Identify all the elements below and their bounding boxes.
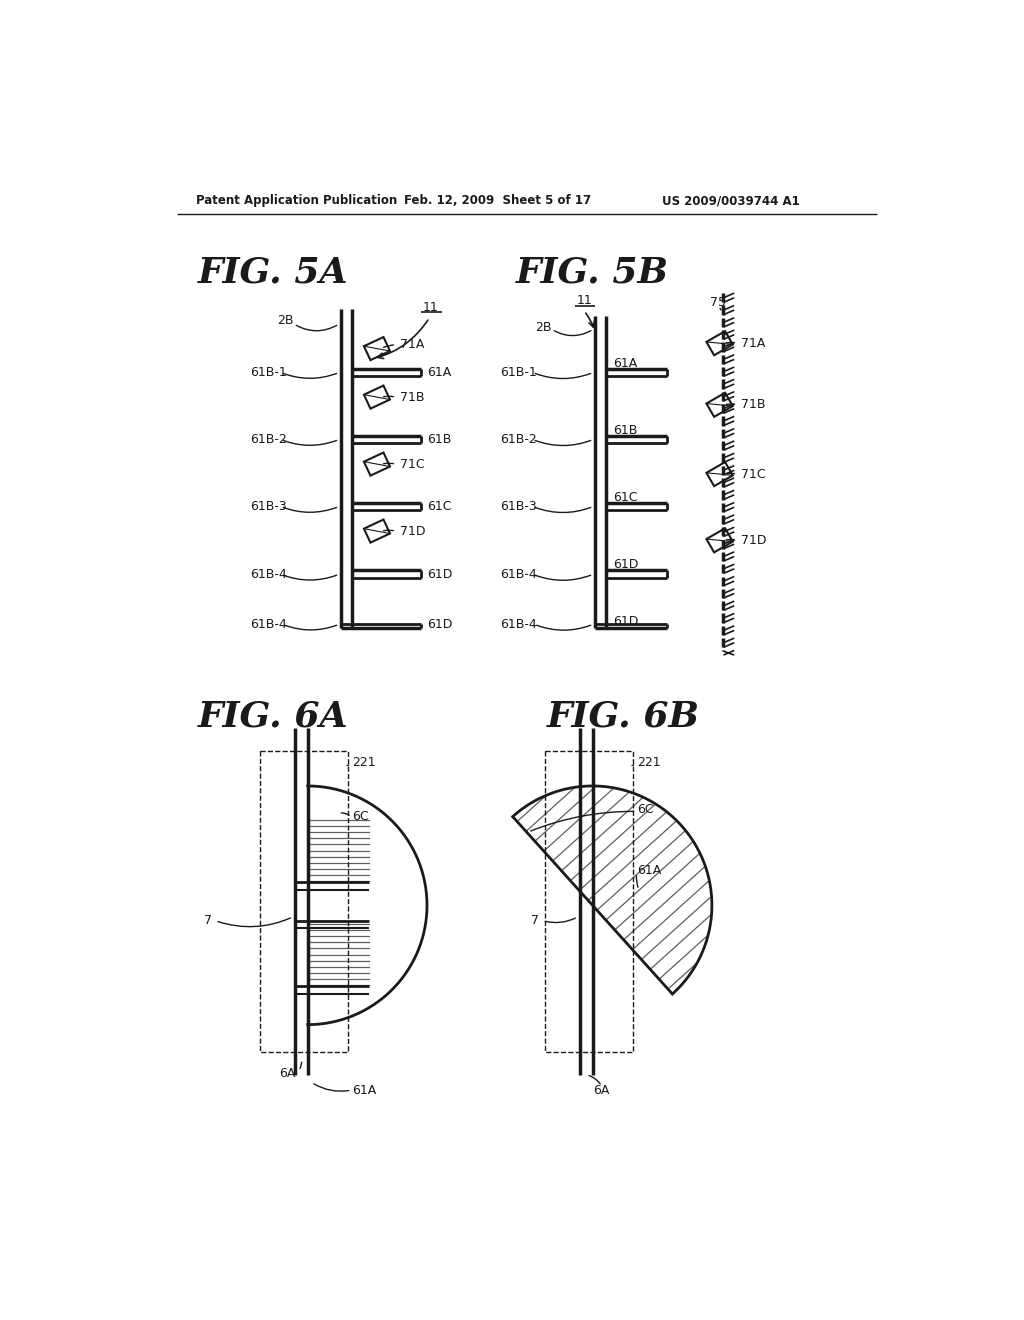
Text: 61C: 61C — [613, 491, 638, 504]
Text: 61B-4: 61B-4 — [250, 568, 287, 581]
Text: 71D: 71D — [400, 524, 426, 537]
Text: FIG. 6B: FIG. 6B — [547, 700, 699, 734]
Text: 61B-2: 61B-2 — [250, 433, 287, 446]
Text: 75: 75 — [710, 296, 726, 309]
Text: 71A: 71A — [400, 338, 424, 351]
Text: 6A: 6A — [594, 1084, 610, 1097]
Text: 71C: 71C — [400, 458, 425, 471]
Text: 61A: 61A — [637, 865, 662, 878]
Text: Patent Application Publication: Patent Application Publication — [196, 194, 397, 207]
Text: FIG. 5B: FIG. 5B — [516, 255, 669, 289]
Text: FIG. 6A: FIG. 6A — [198, 700, 348, 734]
Text: 71B: 71B — [741, 399, 766, 412]
Text: 71B: 71B — [400, 391, 425, 404]
Text: 61B-4: 61B-4 — [500, 568, 537, 581]
Text: 71D: 71D — [741, 533, 767, 546]
Text: 61C: 61C — [427, 500, 452, 513]
Text: 61B-4: 61B-4 — [500, 618, 537, 631]
Text: 61B-3: 61B-3 — [250, 500, 287, 513]
Text: 61A: 61A — [427, 366, 452, 379]
Text: Feb. 12, 2009  Sheet 5 of 17: Feb. 12, 2009 Sheet 5 of 17 — [403, 194, 591, 207]
Text: US 2009/0039744 A1: US 2009/0039744 A1 — [662, 194, 800, 207]
Text: 61A: 61A — [352, 1084, 377, 1097]
Text: 2B: 2B — [276, 314, 293, 326]
Text: 61B-4: 61B-4 — [250, 618, 287, 631]
Text: 61B-1: 61B-1 — [250, 366, 287, 379]
Text: 61A: 61A — [613, 356, 638, 370]
Text: 61B: 61B — [427, 433, 452, 446]
Text: 71A: 71A — [741, 337, 766, 350]
Bar — [545, 751, 634, 1052]
Text: 221: 221 — [352, 756, 376, 770]
Text: 61B-1: 61B-1 — [500, 366, 537, 379]
Text: 6A: 6A — [279, 1067, 295, 1080]
Text: FIG. 5A: FIG. 5A — [198, 255, 348, 289]
Text: 2B: 2B — [535, 321, 551, 334]
Text: 61D: 61D — [427, 568, 453, 581]
Bar — [260, 751, 348, 1052]
Text: 61D: 61D — [613, 558, 639, 572]
Text: 6C: 6C — [637, 803, 654, 816]
Text: 71C: 71C — [741, 467, 766, 480]
Text: 7: 7 — [531, 915, 539, 927]
Text: 7: 7 — [204, 915, 212, 927]
Text: 61B-3: 61B-3 — [500, 500, 537, 513]
Text: 61B: 61B — [613, 424, 638, 437]
Text: 6C: 6C — [352, 810, 369, 824]
Text: 221: 221 — [637, 756, 660, 770]
Text: 61D: 61D — [427, 618, 453, 631]
Text: 61B-2: 61B-2 — [500, 433, 537, 446]
Text: 61D: 61D — [613, 615, 639, 628]
Text: 11: 11 — [423, 301, 438, 314]
Text: 11: 11 — [577, 294, 593, 308]
